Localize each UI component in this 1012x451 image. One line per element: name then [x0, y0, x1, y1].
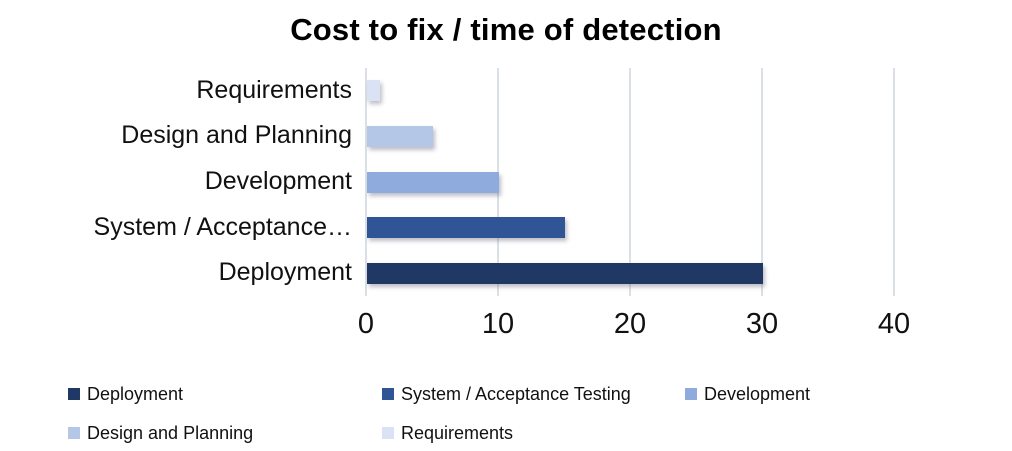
legend-label: System / Acceptance Testing [401, 383, 631, 404]
gridline [761, 68, 763, 296]
x-tick-label: 40 [877, 308, 911, 340]
legend-label: Requirements [401, 422, 514, 443]
category-label: Deployment [218, 258, 352, 287]
bar-design-and-planning [367, 125, 433, 147]
category-label: System / Acceptance… [93, 212, 352, 241]
bar-development [367, 171, 499, 193]
x-tick-label: 30 [745, 308, 779, 340]
legend-label: Design and Planning [87, 422, 254, 443]
gridline [365, 68, 367, 296]
legend-item: Design and Planning [68, 422, 382, 444]
x-tick-label: 20 [613, 308, 647, 340]
legend-swatch-icon [68, 427, 80, 439]
legend-swatch-icon [382, 388, 394, 400]
bar-deployment [367, 262, 763, 284]
category-label: Development [204, 166, 352, 195]
bar-requirements [367, 80, 381, 102]
legend-label: Development [704, 383, 811, 404]
legend-swatch-icon [68, 388, 80, 400]
legend-swatch-icon [685, 388, 697, 400]
x-tick-label: 0 [357, 308, 375, 340]
legend: Deployment System / Acceptance Testing Dev… [68, 383, 968, 444]
legend-swatch-icon [382, 427, 394, 439]
gridline [629, 68, 631, 296]
legend-label: Deployment [87, 383, 184, 404]
legend-item: Deployment [68, 383, 382, 405]
category-label: Design and Planning [121, 121, 352, 150]
bar-system-acceptance [367, 217, 565, 239]
chart-title: Cost to fix / time of detection [290, 12, 722, 47]
legend-item: Development [685, 383, 968, 405]
legend-item: Requirements [382, 422, 685, 444]
gridline [893, 68, 895, 296]
x-tick-label: 10 [481, 308, 515, 340]
legend-item: System / Acceptance Testing [382, 383, 685, 405]
category-label: Requirements [196, 75, 352, 104]
